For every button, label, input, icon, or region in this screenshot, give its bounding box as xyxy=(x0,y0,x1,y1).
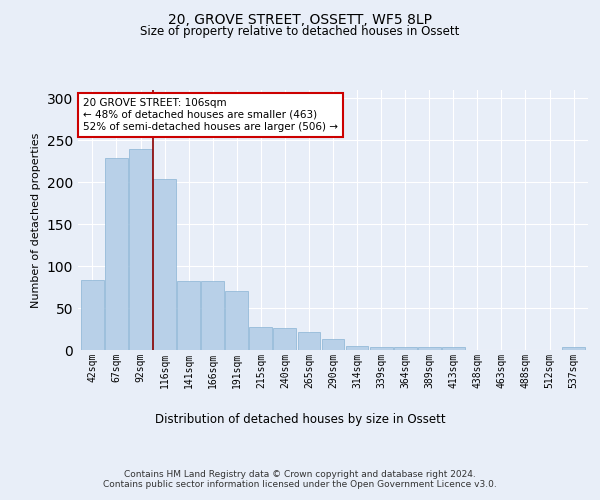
Bar xyxy=(177,281,200,350)
Text: Distribution of detached houses by size in Ossett: Distribution of detached houses by size … xyxy=(155,412,445,426)
Bar xyxy=(370,346,392,350)
Bar xyxy=(250,328,272,350)
Bar xyxy=(105,158,128,350)
Bar xyxy=(322,339,344,350)
Bar xyxy=(153,179,176,350)
Bar xyxy=(418,346,440,350)
Bar xyxy=(81,280,104,350)
Bar xyxy=(226,292,248,350)
Bar xyxy=(129,148,152,350)
Bar xyxy=(274,328,296,350)
Bar xyxy=(298,332,320,350)
Text: Contains HM Land Registry data © Crown copyright and database right 2024.
Contai: Contains HM Land Registry data © Crown c… xyxy=(103,470,497,490)
Y-axis label: Number of detached properties: Number of detached properties xyxy=(31,132,41,308)
Text: Size of property relative to detached houses in Ossett: Size of property relative to detached ho… xyxy=(140,25,460,38)
Text: 20, GROVE STREET, OSSETT, WF5 8LP: 20, GROVE STREET, OSSETT, WF5 8LP xyxy=(168,12,432,26)
Bar xyxy=(442,348,465,350)
Bar xyxy=(394,346,416,350)
Text: 20 GROVE STREET: 106sqm
← 48% of detached houses are smaller (463)
52% of semi-d: 20 GROVE STREET: 106sqm ← 48% of detache… xyxy=(83,98,338,132)
Bar xyxy=(562,348,585,350)
Bar xyxy=(201,281,224,350)
Bar xyxy=(346,346,368,350)
